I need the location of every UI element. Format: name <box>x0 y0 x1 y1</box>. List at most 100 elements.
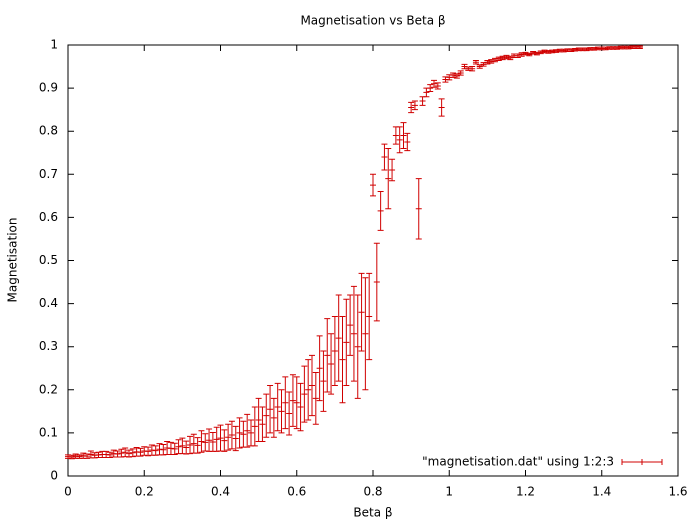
error-bar <box>339 316 346 404</box>
error-bar <box>526 52 533 57</box>
error-bar <box>587 47 594 51</box>
error-bar <box>617 45 624 50</box>
error-bar <box>152 445 159 456</box>
error-bar <box>301 365 308 423</box>
error-bar <box>457 70 464 76</box>
error-bar <box>461 63 468 70</box>
x-tick-label: 0 <box>64 485 72 499</box>
error-bar <box>263 393 270 438</box>
x-tick-label: 1 <box>445 485 453 499</box>
error-bar <box>76 454 83 459</box>
y-tick-label: 0 <box>50 469 58 483</box>
error-bar <box>392 126 399 145</box>
y-tick-label: 0.3 <box>39 339 58 353</box>
error-bar <box>324 318 331 393</box>
error-bar <box>556 48 563 53</box>
error-bar <box>84 453 91 459</box>
error-bar <box>492 57 498 63</box>
error-bar <box>625 45 632 50</box>
chart-title: Magnetisation vs Beta β <box>300 14 445 28</box>
error-bar <box>118 448 125 458</box>
error-bar <box>411 100 418 111</box>
error-bar <box>312 372 319 425</box>
error-bar <box>446 74 453 81</box>
error-bar <box>95 451 102 458</box>
y-axis-label: Magnetisation <box>6 218 20 303</box>
error-bar <box>636 45 643 49</box>
error-bar <box>381 143 388 171</box>
error-bar <box>503 54 510 60</box>
error-bar <box>431 79 437 88</box>
error-bar <box>221 429 228 452</box>
error-bar <box>537 50 544 55</box>
error-bar <box>568 48 575 52</box>
error-bar <box>106 451 113 458</box>
error-bar <box>183 440 190 455</box>
error-bar <box>148 444 155 456</box>
error-bar <box>400 122 407 149</box>
error-bar <box>442 76 449 83</box>
error-bar <box>408 101 415 114</box>
error-bar <box>293 376 300 430</box>
error-bar <box>572 47 579 52</box>
error-bar <box>553 49 559 53</box>
error-bar <box>297 382 304 432</box>
error-bar <box>377 191 384 231</box>
error-bar <box>331 316 338 386</box>
y-tick-label: 1 <box>50 38 58 52</box>
error-bar <box>289 374 296 427</box>
error-bar <box>320 350 327 412</box>
x-tick-label: 0.6 <box>287 485 306 499</box>
error-bar <box>472 60 479 65</box>
error-bar <box>248 419 254 447</box>
error-bar <box>530 50 537 55</box>
error-bar <box>328 333 335 395</box>
error-bar <box>476 64 483 69</box>
error-bar <box>385 147 392 210</box>
error-bar <box>354 294 361 399</box>
error-bar <box>209 431 216 452</box>
error-bar <box>213 426 220 452</box>
error-bar <box>103 450 110 458</box>
error-bar <box>404 132 411 152</box>
error-bar <box>514 53 521 58</box>
error-bar <box>438 98 445 117</box>
error-bar <box>316 335 323 402</box>
error-bar <box>545 50 552 54</box>
error-bar <box>232 425 239 452</box>
error-bar <box>560 48 567 53</box>
error-bar <box>217 424 224 452</box>
error-bar <box>358 272 365 352</box>
x-tick-label: 1.6 <box>668 485 687 499</box>
x-tick-label: 1.4 <box>592 485 611 499</box>
error-bar <box>370 173 376 197</box>
error-bar <box>255 397 262 443</box>
error-bar <box>167 441 174 455</box>
error-bar <box>533 51 540 56</box>
error-bar <box>480 62 487 67</box>
error-bar <box>274 382 281 432</box>
error-bar <box>240 420 247 448</box>
error-bar <box>453 73 460 79</box>
error-bar <box>366 272 373 361</box>
x-axis-label: Beta β <box>353 506 392 520</box>
error-bar <box>434 82 441 90</box>
error-bar <box>389 158 396 182</box>
error-bar <box>499 55 506 61</box>
error-bar <box>236 417 243 449</box>
error-bar <box>160 444 167 456</box>
error-bar <box>350 285 357 382</box>
error-bar <box>488 59 495 64</box>
y-tick-label: 0.5 <box>39 253 58 267</box>
error-bar <box>80 452 87 459</box>
error-bar <box>114 450 121 458</box>
error-bar <box>373 242 380 322</box>
error-bar <box>133 447 140 457</box>
error-bar <box>343 298 350 386</box>
error-bar <box>583 47 590 52</box>
error-bar <box>415 178 422 240</box>
error-bar <box>347 294 354 356</box>
error-bar <box>465 66 472 71</box>
y-tick-label: 0.1 <box>39 425 58 439</box>
error-bar <box>469 66 476 72</box>
